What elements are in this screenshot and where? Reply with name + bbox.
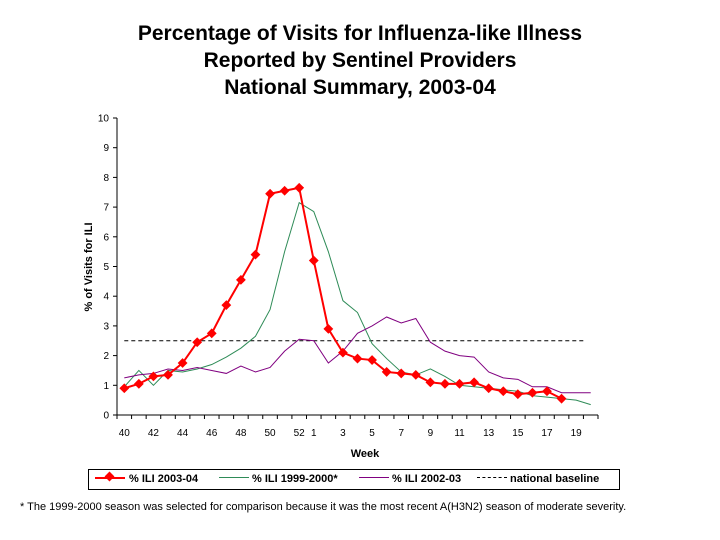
data-point-2003-04 (250, 249, 261, 260)
data-point-2003-04 (221, 300, 232, 311)
y-tick-label: 3 (103, 321, 109, 332)
chart-title-line-2: Reported by Sentinel Providers (203, 49, 517, 72)
y-tick-label: 5 (103, 262, 109, 273)
y-tick-label: 1 (103, 381, 109, 392)
data-point-2003-04 (440, 378, 450, 389)
x-tick-label: 50 (264, 428, 276, 439)
data-point-2003-04 (323, 323, 334, 334)
chart-title-line-3: National Summary, 2003-04 (224, 76, 496, 99)
y-tick-label: 0 (103, 411, 109, 422)
data-point-2003-04 (177, 358, 188, 368)
x-tick-label: 42 (148, 428, 160, 439)
data-point-2003-04 (512, 389, 523, 400)
x-tick-label: 1 (311, 428, 317, 439)
data-point-2003-04 (454, 378, 465, 389)
legend-label-2002-03: % ILI 2002-03 (392, 473, 462, 485)
data-point-2003-04 (425, 377, 436, 388)
data-point-2003-04 (163, 369, 173, 380)
data-point-2003-04 (338, 347, 348, 358)
data-point-2003-04 (542, 386, 552, 397)
legend-label-baseline: national baseline (510, 473, 600, 485)
data-point-2003-04 (279, 185, 290, 196)
legend-label-1999-2000: % ILI 1999-2000* (252, 473, 338, 485)
legend-swatch-2002-03 (359, 477, 389, 478)
data-point-2003-04 (498, 386, 509, 397)
data-point-2003-04 (148, 371, 159, 382)
data-point-2003-04 (235, 274, 246, 285)
x-tick-label: 17 (541, 428, 553, 439)
x-tick-label: 44 (177, 428, 189, 439)
chart-title-line-1: Percentage of Visits for Influenza-like … (137, 22, 583, 45)
x-tick-label: 9 (428, 428, 434, 439)
x-tick-label: 46 (206, 428, 218, 439)
x-tick-label: 7 (398, 428, 404, 439)
series-line-ili-2003-04 (123, 186, 563, 400)
data-point-2003-04 (381, 367, 392, 377)
series-line-ili-1999-2000 (123, 201, 591, 406)
data-point-2003-04 (527, 387, 538, 398)
x-tick-label: 11 (454, 428, 465, 439)
data-point-2003-04 (265, 188, 275, 199)
x-tick-label: 15 (512, 428, 524, 439)
chart-title: Percentage of Visits for Influenza-like … (0, 20, 720, 101)
y-tick-label: 6 (103, 232, 109, 243)
y-tick-label: 9 (103, 143, 109, 154)
legend-swatch-baseline (477, 477, 507, 478)
y-tick-label: 4 (103, 292, 109, 303)
x-tick-label: 5 (369, 428, 375, 439)
data-point-2003-04 (119, 383, 130, 394)
x-tick-label: 13 (483, 428, 495, 439)
footnote: * The 1999-2000 season was selected for … (20, 501, 627, 513)
data-point-2003-04 (367, 355, 377, 365)
y-tick-label: 7 (103, 203, 109, 214)
data-point-2003-04 (483, 383, 494, 394)
data-point-2003-04 (294, 182, 305, 193)
y-tick-label: 10 (98, 114, 110, 125)
data-point-2003-04 (206, 328, 217, 339)
y-tick-label: 8 (103, 173, 109, 184)
legend-diamond-marker (104, 471, 115, 482)
data-point-2003-04 (352, 353, 363, 364)
legend-swatch-1999-2000 (219, 477, 249, 478)
data-point-2003-04 (396, 368, 407, 379)
series-line-ili-2002-03 (124, 316, 591, 394)
data-point-2003-04 (556, 393, 567, 404)
data-point-2003-04 (469, 377, 480, 388)
y-tick-label: 2 (103, 351, 109, 362)
y-axis-title: % of Visits for ILI (83, 222, 95, 311)
data-point-2003-04 (192, 337, 203, 348)
x-tick-label: 40 (119, 428, 131, 439)
data-point-2003-04 (133, 378, 144, 389)
x-axis-title: Week (351, 448, 380, 460)
x-tick-label: 48 (235, 428, 247, 439)
legend-label-2003-04: % ILI 2003-04 (129, 473, 199, 485)
x-tick-label: 52 (294, 428, 306, 439)
x-tick-label: 19 (571, 428, 583, 439)
data-point-2003-04 (308, 255, 319, 266)
x-tick-label: 3 (340, 428, 346, 439)
chart-legend: % ILI 2003-04 % ILI 1999-2000* % ILI 200… (88, 469, 620, 490)
data-point-2003-04 (410, 369, 421, 380)
